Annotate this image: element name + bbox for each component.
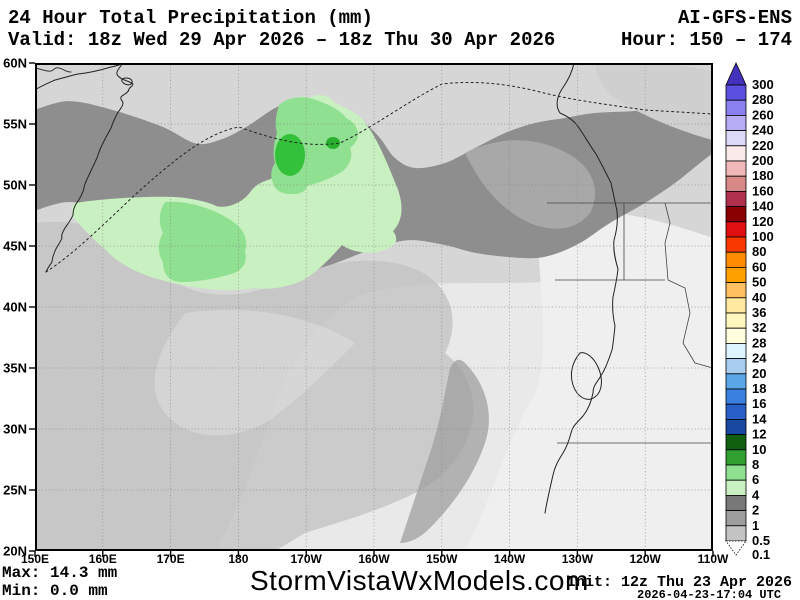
svg-text:12: 12 [752, 427, 766, 442]
svg-text:40: 40 [752, 290, 766, 305]
svg-text:2: 2 [752, 503, 759, 518]
svg-text:36: 36 [752, 305, 766, 320]
svg-text:300: 300 [752, 77, 774, 92]
svg-text:16: 16 [752, 396, 766, 411]
svg-text:140: 140 [752, 199, 774, 214]
svg-text:220: 220 [752, 138, 774, 153]
svg-text:160: 160 [752, 183, 774, 198]
svg-text:100: 100 [752, 229, 774, 244]
svg-text:24: 24 [752, 351, 767, 366]
svg-text:240: 240 [752, 123, 774, 138]
svg-text:260: 260 [752, 107, 774, 122]
svg-text:0.5: 0.5 [752, 533, 770, 548]
svg-text:60: 60 [752, 259, 766, 274]
svg-text:14: 14 [752, 411, 767, 426]
svg-text:32: 32 [752, 320, 766, 335]
svg-text:6: 6 [752, 472, 759, 487]
svg-text:1: 1 [752, 518, 759, 533]
svg-text:18: 18 [752, 381, 766, 396]
svg-text:8: 8 [752, 457, 759, 472]
svg-text:180: 180 [752, 168, 774, 183]
svg-text:28: 28 [752, 335, 766, 350]
svg-text:10: 10 [752, 442, 766, 457]
svg-text:50: 50 [752, 275, 766, 290]
svg-text:200: 200 [752, 153, 774, 168]
svg-text:280: 280 [752, 92, 774, 107]
svg-text:80: 80 [752, 244, 766, 259]
svg-text:120: 120 [752, 214, 774, 229]
svg-text:4: 4 [752, 487, 760, 502]
svg-text:20: 20 [752, 366, 766, 381]
